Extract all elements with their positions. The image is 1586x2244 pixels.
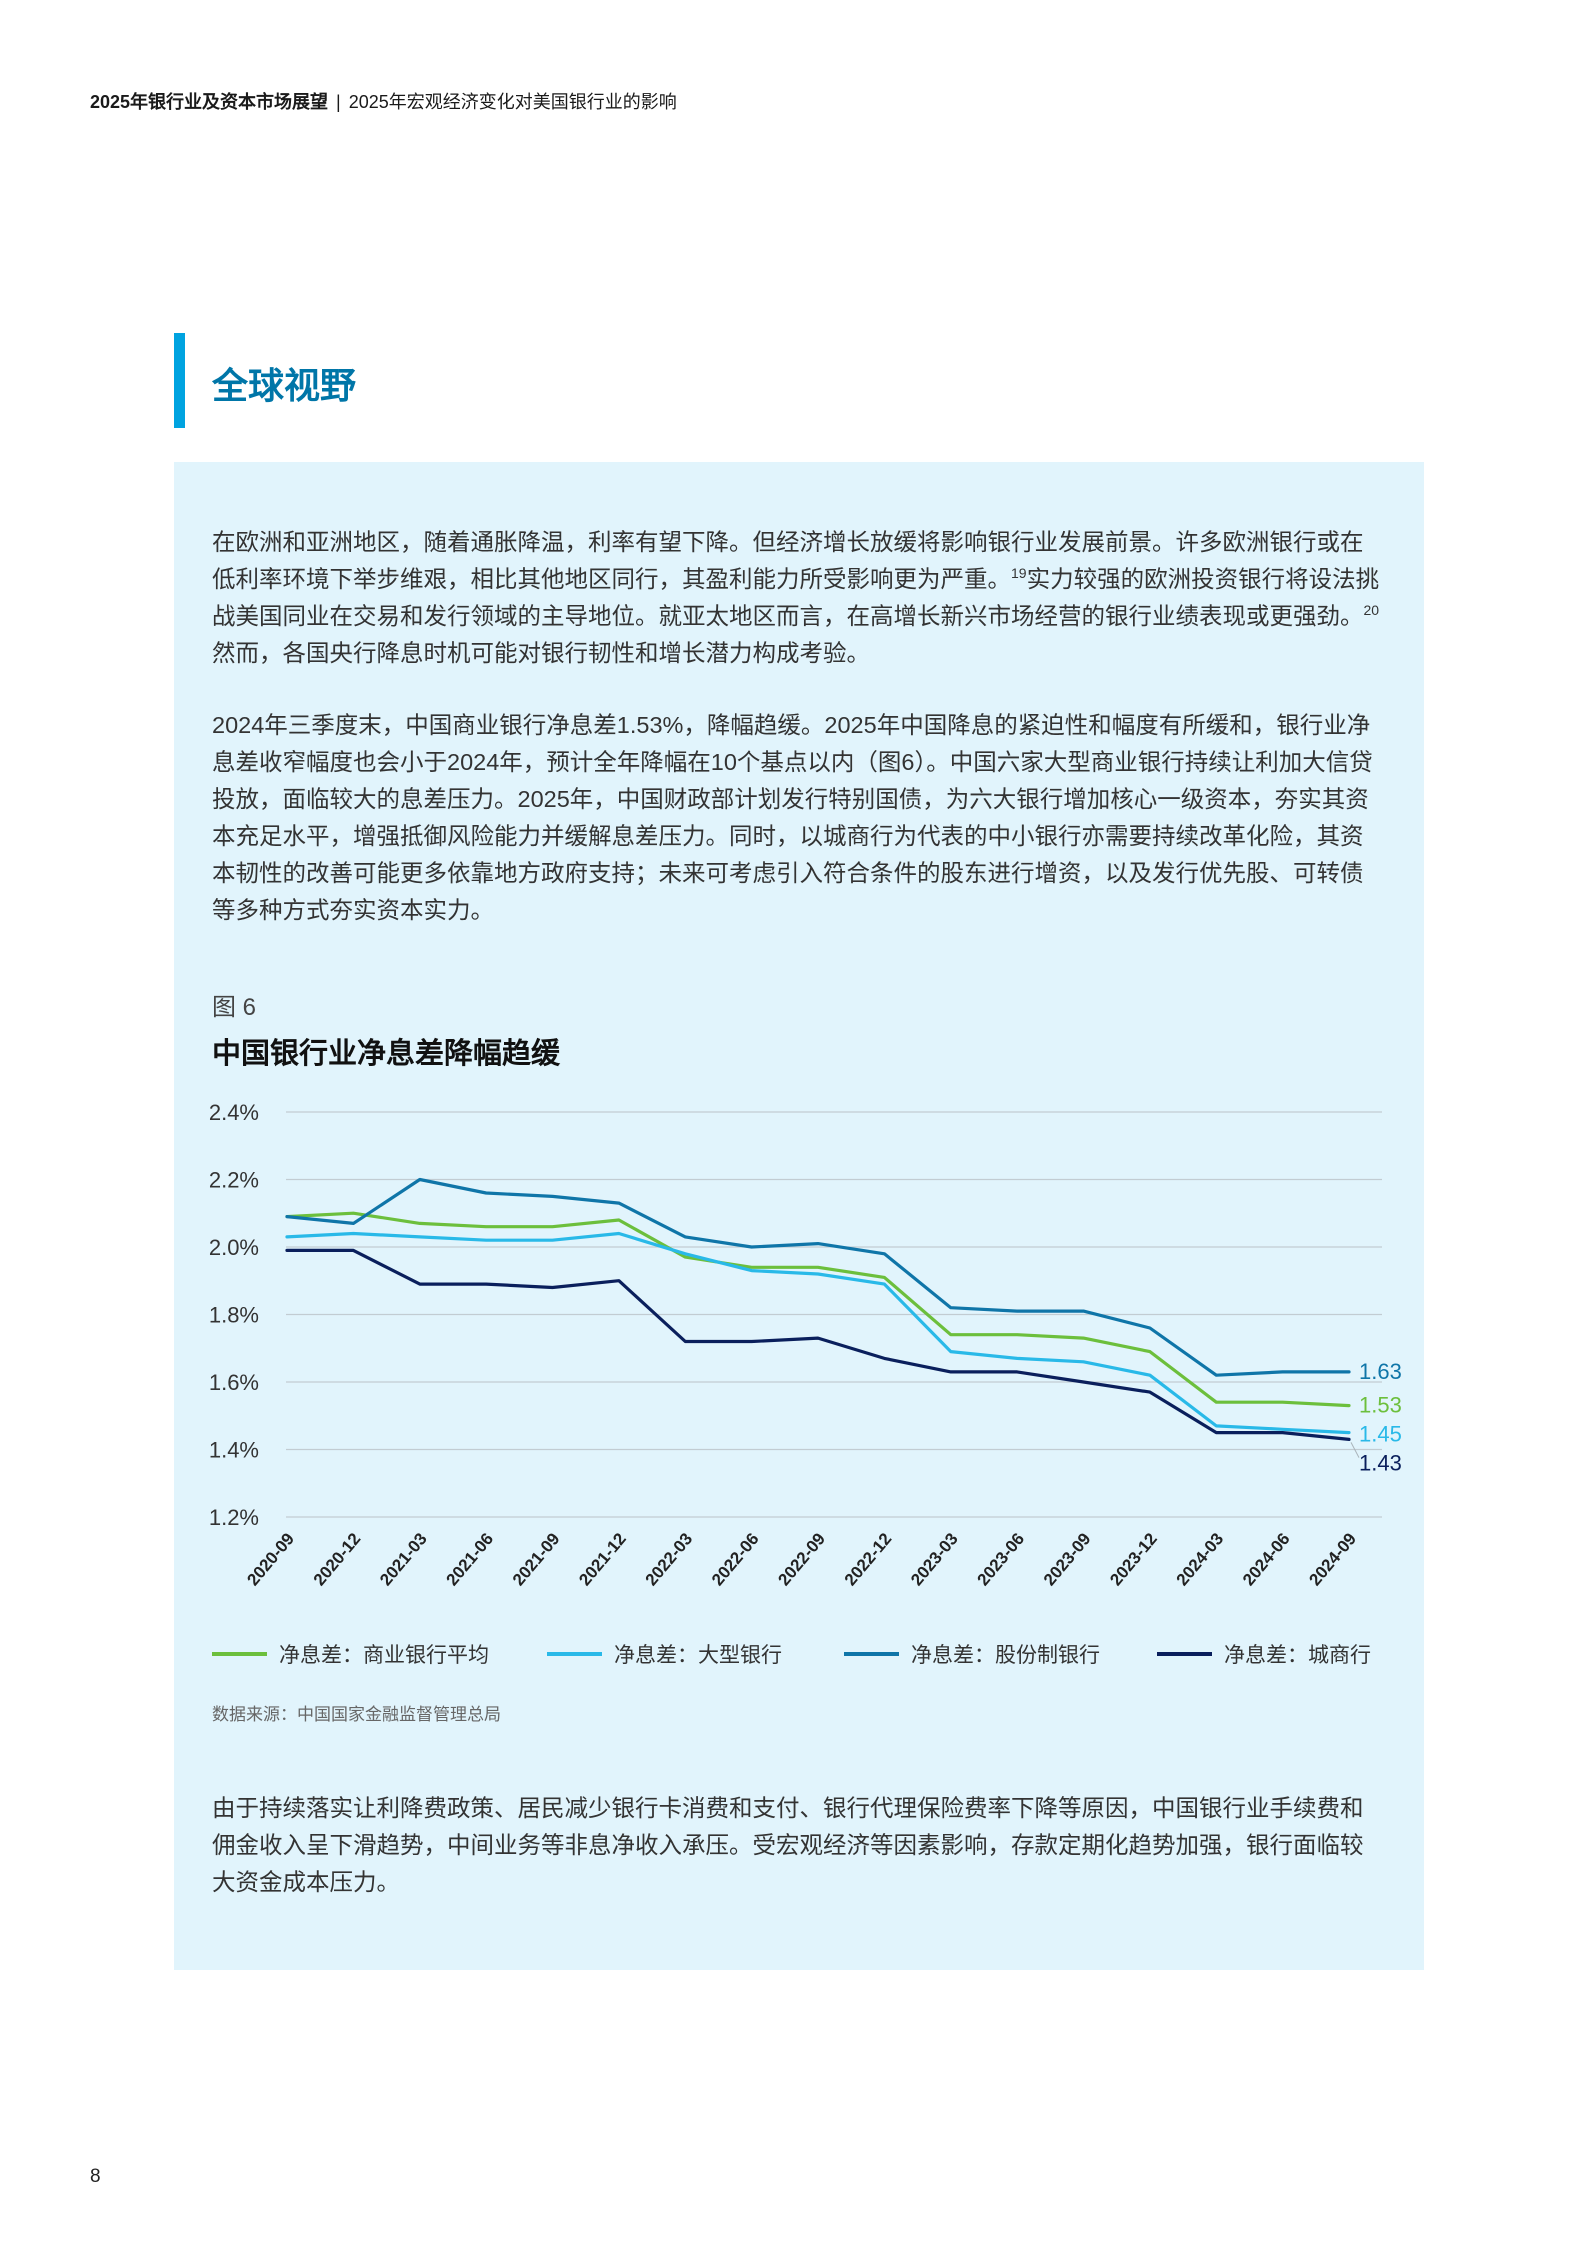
series-line: [285, 1231, 1351, 1435]
series-line: [285, 1177, 1351, 1377]
report-title: 2025年银行业及资本市场展望: [90, 92, 329, 112]
legend-label: 净息差：商业银行平均: [279, 1644, 489, 1667]
y-tick-label: 2.2%: [209, 1168, 259, 1193]
legend-item: 净息差：股份制银行: [844, 1639, 1100, 1669]
x-tick-label: 2024-03: [1173, 1529, 1228, 1589]
footnote-ref-19[interactable]: 19: [1011, 565, 1027, 582]
paragraph-1: 在欧洲和亚洲地区，随着通胀降温，利率有望下降。但经济增长放缓将影响银行业发展前景…: [212, 524, 1384, 672]
x-tick-label: 2021-06: [443, 1529, 498, 1589]
running-header: 2025年银行业及资本市场展望 | 2025年宏观经济变化对美国银行业的影响: [90, 88, 677, 114]
x-tick-label: 2022-09: [774, 1529, 829, 1589]
legend-item: 净息差：大型银行: [547, 1639, 782, 1669]
figure-label: 图 6: [212, 994, 257, 1021]
y-tick-label: 1.6%: [209, 1370, 259, 1395]
chapter-title: 2025年宏观经济变化对美国银行业的影响: [348, 92, 677, 112]
series-line: [285, 1211, 1351, 1408]
x-tick-label: 2023-12: [1106, 1529, 1161, 1589]
x-tick-label: 2024-06: [1239, 1529, 1294, 1589]
legend-label: 净息差：城商行: [1224, 1644, 1371, 1667]
figure-title: 中国银行业净息差降幅趋缓: [212, 1038, 561, 1070]
content-panel: 在欧洲和亚洲地区，随着通胀降温，利率有望下降。但经济增长放缓将影响银行业发展前景…: [174, 462, 1424, 1970]
header-separator: |: [336, 92, 341, 112]
x-tick-label: 2022-06: [708, 1529, 763, 1589]
data-source: 数据来源：中国国家金融监督管理总局: [212, 1705, 501, 1724]
y-tick-label: 1.8%: [209, 1303, 259, 1328]
section-title: 全球视野: [212, 365, 357, 406]
x-tick-label: 2023-09: [1040, 1529, 1095, 1589]
series-end-label: 1.63: [1359, 1359, 1402, 1384]
chart-legend: 净息差：商业银行平均 净息差：大型银行 净息差：股份制银行 净息差：城商行: [212, 1639, 1384, 1669]
legend-item: 净息差：城商行: [1157, 1639, 1371, 1669]
legend-swatch: [1157, 1652, 1212, 1656]
x-tick-label: 2020-12: [310, 1529, 365, 1589]
x-tick-label: 2022-03: [642, 1529, 697, 1589]
net-interest-margin-chart: 1.2% 1.4% 1.6% 1.8% 2.0% 2.2% 2.4% 2020-09 2020-…: [209, 1100, 1402, 1589]
x-tick-label: 2020-09: [243, 1529, 298, 1589]
legend-swatch: [844, 1652, 899, 1656]
y-tick-label: 1.4%: [209, 1438, 259, 1463]
x-tick-label: 2021-12: [575, 1529, 630, 1589]
x-tick-label: 2023-03: [907, 1529, 962, 1589]
footnote-ref-20[interactable]: 20: [1363, 602, 1380, 619]
series-end-label: 1.53: [1359, 1393, 1402, 1418]
y-tick-label: 2.4%: [209, 1100, 259, 1125]
x-tick-label: 2021-09: [509, 1529, 564, 1589]
x-tick-label: 2023-06: [974, 1529, 1029, 1589]
series-end-label: 1.43: [1359, 1451, 1402, 1476]
x-tick-label: 2021-03: [376, 1529, 431, 1589]
end-label-leader: [1350, 1442, 1360, 1458]
x-tick-label: 2024-09: [1305, 1529, 1360, 1589]
series-end-label: 1.45: [1359, 1422, 1402, 1447]
paragraph-2: 2024年三季度末，中国商业银行净息差1.53%，降幅趋缓。2025年中国降息的…: [212, 712, 1373, 923]
legend-swatch: [547, 1652, 602, 1656]
y-tick-label: 1.2%: [209, 1505, 259, 1530]
section-accent-bar: [174, 333, 185, 428]
legend-item: 净息差：商业银行平均: [212, 1639, 489, 1669]
x-tick-label: 2022-12: [841, 1529, 896, 1589]
legend-swatch: [212, 1652, 267, 1656]
series-line: [285, 1248, 1351, 1441]
paragraph-1-part-3: 然而，各国央行降息时机可能对银行韧性和增长潜力构成考验。: [212, 640, 870, 666]
legend-label: 净息差：股份制银行: [911, 1644, 1100, 1667]
legend-label: 净息差：大型银行: [614, 1644, 782, 1667]
page-number: 8: [90, 2166, 101, 2187]
y-tick-label: 2.0%: [209, 1235, 259, 1260]
paragraph-3: 由于持续落实让利降费政策、居民减少银行卡消费和支付、银行代理保险费率下降等原因，…: [212, 1795, 1364, 1895]
paragraph-1-part-2: 实力较强的欧洲投资银行将设法挑战美国同业在交易和发行领域的主导地位。就亚太地区而…: [212, 566, 1380, 629]
paragraph-1-part-1: 在欧洲和亚洲地区，随着通胀降温，利率有望下降。但经济增长放缓将影响银行业发展前景…: [212, 529, 1364, 592]
